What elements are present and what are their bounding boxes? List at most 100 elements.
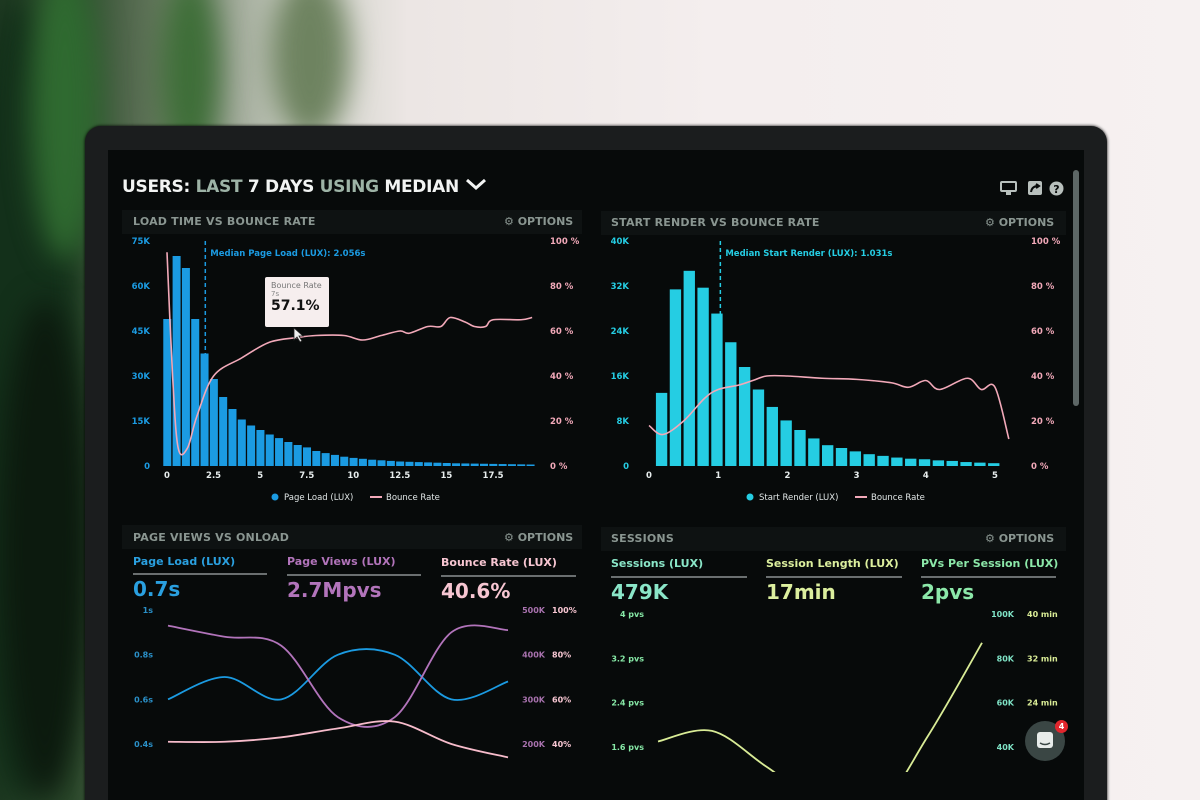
histogram-bar	[237, 419, 246, 466]
kpi-label: Page Views (LUX)	[287, 555, 396, 568]
histogram-bar	[302, 447, 312, 466]
x-tick-label: 4	[923, 471, 929, 481]
legend-dot	[271, 493, 279, 501]
y-tick-label: 1.6 pvs	[611, 743, 644, 752]
y-tick-label: 60K	[132, 282, 151, 292]
y-tick-label: 0	[623, 462, 629, 472]
histogram-bar	[284, 442, 293, 466]
histogram-bar	[479, 463, 488, 466]
x-tick-label: 0	[164, 471, 170, 481]
y2-tick-label: 20 %	[1031, 417, 1055, 427]
legend-label: Page Load (LUX)	[284, 493, 353, 503]
title-range: 7 DAYS	[247, 177, 315, 197]
plant-leaf	[0, 300, 90, 800]
divider	[921, 576, 1056, 578]
y3-tick-label: 60%	[552, 695, 571, 704]
histogram-bar	[340, 456, 349, 466]
histogram-bar	[172, 256, 181, 466]
histogram-bar	[891, 457, 903, 466]
y-tick-label: 2.4 pvs	[611, 699, 644, 708]
histogram-bar	[780, 420, 792, 466]
chevron-down-icon[interactable]	[465, 177, 487, 191]
histogram-bar	[433, 462, 442, 466]
histogram-bar	[191, 319, 200, 466]
options-button[interactable]: ⚙ OPTIONS	[504, 531, 574, 544]
legend-label: Start Render (LUX)	[759, 493, 838, 503]
kpi-label: Sessions (LUX)	[611, 557, 704, 570]
histogram-bar	[877, 455, 889, 466]
y2-tick-label: 60 %	[550, 327, 574, 337]
histogram-bar	[489, 463, 498, 466]
histogram-bar	[752, 389, 765, 466]
svg-text:?: ?	[1053, 183, 1059, 196]
histogram-bar	[452, 463, 461, 466]
title-using: USING	[319, 177, 379, 197]
y2-tick-label: 0 %	[1031, 462, 1049, 472]
histogram-bar	[697, 287, 709, 466]
tooltip: Bounce Rate 7s 57.1%	[265, 277, 329, 327]
x-tick-label: 10	[347, 471, 359, 481]
histogram-bar	[517, 464, 526, 466]
y-tick-label: 8K	[616, 417, 629, 427]
histogram-bar	[808, 438, 820, 466]
histogram-bar	[181, 268, 190, 466]
histogram-bar	[256, 430, 265, 466]
kpi-label: Page Load (LUX)	[133, 555, 236, 568]
histogram-bar	[794, 430, 806, 466]
options-button[interactable]: ⚙ OPTIONS	[985, 216, 1055, 229]
legend-label: Bounce Rate	[871, 493, 925, 503]
panel-header-sessions	[601, 527, 1066, 551]
scrollbar-thumb[interactable]	[1073, 170, 1079, 406]
histogram-bar	[265, 434, 274, 466]
panel-header-page-views	[122, 525, 582, 549]
y3-tick-label: 32 min	[1027, 654, 1058, 663]
dashboard-title[interactable]: USERS: LAST 7 DAYS USING MEDIAN	[122, 177, 487, 197]
histogram-bar	[219, 397, 228, 466]
histogram-bar	[396, 461, 405, 466]
histogram-bar	[498, 464, 507, 466]
histogram-bar	[247, 425, 256, 466]
histogram-bar	[163, 319, 172, 466]
monitor-icon[interactable]	[1000, 181, 1017, 196]
y3-tick-label: 24 min	[1027, 699, 1058, 708]
options-button[interactable]: ⚙ OPTIONS	[504, 215, 574, 228]
title-users: USERS:	[122, 177, 190, 197]
y2-tick-label: 100 %	[550, 237, 580, 247]
panel-header-load-time	[122, 210, 582, 234]
y3-tick-label: 40%	[552, 740, 571, 749]
histogram-bar	[725, 342, 737, 466]
gear-icon: ⚙	[504, 215, 518, 228]
panel-header-start-render	[601, 211, 1066, 235]
y-tick-label: 45K	[132, 327, 151, 337]
kpi-value: 17min	[766, 580, 836, 604]
histogram-bar	[470, 463, 479, 466]
histogram-bar	[386, 460, 395, 466]
cursor-icon	[293, 327, 305, 343]
kpi-value: 40.6%	[441, 579, 511, 603]
x-tick-label: 2	[784, 471, 790, 481]
y2-tick-label: 40K	[997, 743, 1015, 752]
plant-leaf	[270, 0, 350, 140]
divider	[133, 573, 267, 575]
histogram-bar	[932, 460, 945, 466]
y2-tick-label: 100K	[991, 610, 1015, 619]
histogram-bar	[507, 464, 516, 466]
y3-tick-label: 40 min	[1027, 610, 1058, 619]
histogram-bar	[974, 462, 986, 466]
series-line	[657, 642, 983, 772]
x-tick-label: 3	[854, 471, 860, 481]
y2-tick-label: 200K	[522, 740, 546, 749]
y2-tick-label: 40 %	[550, 372, 574, 382]
help-icon[interactable]: ?	[1049, 181, 1064, 196]
histogram-bar	[330, 454, 339, 466]
gear-icon: ⚙	[985, 216, 999, 229]
options-button[interactable]: ⚙ OPTIONS	[985, 532, 1055, 545]
histogram-bar	[766, 406, 778, 466]
histogram-bar	[424, 462, 433, 466]
y2-tick-label: 80K	[997, 654, 1015, 663]
tooltip-sub: 7s	[271, 290, 280, 298]
x-tick-label: 1	[715, 471, 721, 481]
share-icon[interactable]	[1028, 181, 1042, 195]
y2-tick-label: 100 %	[1031, 237, 1061, 247]
y-tick-label: 1s	[143, 606, 154, 615]
